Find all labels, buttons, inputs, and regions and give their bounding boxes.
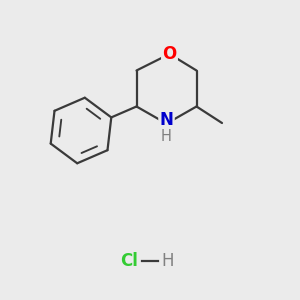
- Text: O: O: [162, 45, 177, 63]
- Text: N: N: [160, 111, 173, 129]
- Text: H: H: [161, 252, 174, 270]
- Text: H: H: [161, 129, 172, 144]
- Text: Cl: Cl: [120, 252, 138, 270]
